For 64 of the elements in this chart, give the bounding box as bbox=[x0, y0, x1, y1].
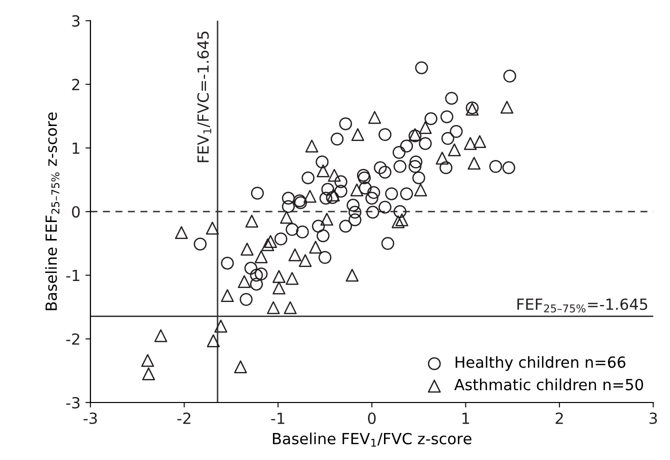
point bbox=[264, 235, 277, 248]
ref-line-label: FEV$_{1}$/FVC=-1.645 bbox=[197, 32, 212, 162]
point bbox=[500, 100, 514, 114]
x-tick-label: 0 bbox=[368, 412, 376, 424]
x-axis-title: Baseline FEV$_{1}$/FVC z-score bbox=[272, 432, 472, 447]
point bbox=[351, 128, 364, 142]
y-tick-label: -3 bbox=[66, 396, 80, 409]
point bbox=[473, 135, 486, 148]
point bbox=[280, 210, 293, 224]
y-tick-label: 0 bbox=[72, 206, 80, 218]
point bbox=[141, 354, 154, 367]
point bbox=[395, 213, 408, 226]
x-tick-label: -1 bbox=[271, 412, 284, 424]
legend-label: Healthy children n=66 bbox=[456, 356, 626, 371]
point bbox=[418, 121, 432, 134]
point bbox=[234, 360, 247, 374]
point bbox=[346, 268, 359, 282]
x-tick-label: -2 bbox=[177, 412, 190, 424]
point bbox=[464, 137, 477, 150]
point bbox=[261, 238, 274, 252]
point bbox=[298, 254, 312, 268]
point bbox=[272, 282, 286, 294]
point bbox=[240, 242, 254, 256]
x-tick-label: 2 bbox=[556, 412, 563, 424]
x-tick-label: 1 bbox=[462, 412, 470, 424]
point bbox=[206, 334, 220, 348]
point bbox=[266, 301, 280, 314]
point bbox=[436, 152, 449, 165]
y-axis-title: Baseline FEF$_{25–75%}$ z-score bbox=[45, 112, 60, 310]
point bbox=[309, 240, 322, 254]
point bbox=[392, 215, 405, 228]
x-tick-label: -3 bbox=[84, 412, 97, 424]
point bbox=[316, 164, 330, 178]
point bbox=[175, 226, 188, 240]
point bbox=[286, 272, 299, 285]
point bbox=[448, 143, 461, 156]
y-tick-label: 3 bbox=[72, 15, 80, 27]
point bbox=[468, 156, 481, 170]
point bbox=[368, 110, 382, 124]
point bbox=[238, 275, 251, 288]
legend-label: Asthmatic children n=50 bbox=[454, 378, 644, 390]
point bbox=[142, 367, 156, 380]
x-tick-label: 3 bbox=[650, 412, 657, 424]
point bbox=[206, 222, 219, 235]
y-tick-label: 2 bbox=[72, 78, 80, 90]
y-tick-label: 1 bbox=[72, 142, 80, 154]
point bbox=[245, 214, 258, 228]
point bbox=[272, 270, 286, 283]
point bbox=[414, 184, 428, 196]
ref-line-label: FEF$_{25–75%}$=-1.645 bbox=[517, 298, 648, 312]
point bbox=[154, 329, 168, 342]
point bbox=[304, 190, 316, 203]
y-tick-label: -1 bbox=[66, 270, 80, 282]
point bbox=[288, 248, 302, 262]
point bbox=[408, 128, 422, 142]
point bbox=[305, 140, 318, 152]
point bbox=[214, 320, 228, 333]
point bbox=[220, 289, 234, 302]
y-tick-label: -2 bbox=[66, 333, 80, 345]
point bbox=[350, 184, 364, 196]
point bbox=[320, 212, 334, 226]
point bbox=[328, 168, 341, 182]
point bbox=[284, 301, 297, 314]
point bbox=[254, 250, 268, 264]
